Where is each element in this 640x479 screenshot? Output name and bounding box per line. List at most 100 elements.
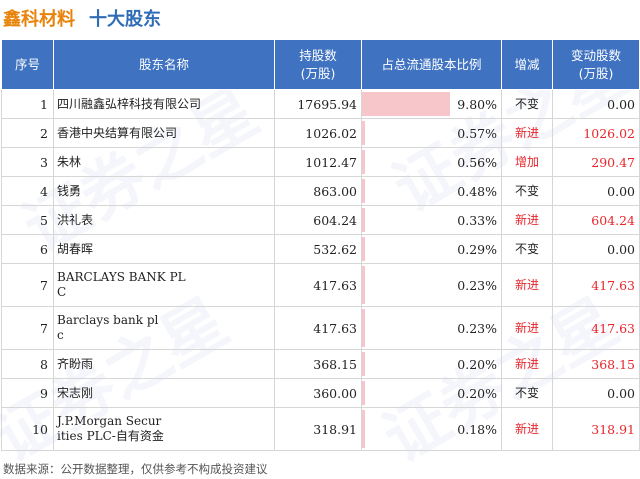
cell-seq: 3 (1, 147, 54, 177)
col-header-change: 增减 (501, 39, 553, 90)
ratio-value: 0.23% (457, 277, 497, 293)
cell-change: 新进 (501, 349, 553, 379)
cell-holder-name: 齐盼雨 (53, 349, 275, 379)
cell-shares: 360.00 (274, 378, 362, 408)
ratio-value: 0.57% (457, 125, 497, 141)
cell-seq: 10 (1, 407, 54, 451)
cell-seq: 9 (1, 378, 54, 408)
cell-ratio: 0.18% (361, 407, 502, 451)
ratio-bar (362, 237, 365, 261)
cell-shares: 604.24 (274, 205, 362, 235)
cell-holder-name: 洪礼表 (53, 205, 275, 235)
table-row: 2 香港中央结算有限公司 1026.02 0.57% 新进 1026.02 (1, 118, 640, 148)
cell-ratio: 0.33% (361, 205, 502, 235)
cell-change: 新进 (501, 205, 553, 235)
cell-holder-name: BARCLAYS BANK PL C (53, 263, 275, 307)
ratio-bar (362, 352, 365, 376)
section-title: 十大股东 (89, 9, 161, 30)
cell-change: 新进 (501, 407, 553, 451)
ratio-value: 9.80% (457, 96, 497, 112)
cell-delta: 0.00 (552, 89, 640, 119)
ratio-value: 0.33% (457, 212, 497, 228)
cell-change: 新进 (501, 118, 553, 148)
cell-ratio: 0.57% (361, 118, 502, 148)
ratio-value: 0.48% (457, 183, 497, 199)
cell-ratio: 0.23% (361, 263, 502, 307)
cell-seq: 6 (1, 234, 54, 264)
cell-ratio: 0.20% (361, 349, 502, 379)
cell-holder-name: 钱勇 (53, 176, 275, 206)
cell-delta: 368.15 (552, 349, 640, 379)
table-header-row: 序号 股东名称 持股数 (万股) 占总流通股本比例 增减 变动股数 (万股) (1, 39, 640, 90)
cell-shares: 532.62 (274, 234, 362, 264)
cell-shares: 17695.94 (274, 89, 362, 119)
cell-delta: 417.63 (552, 306, 640, 350)
table-row: 1 四川融鑫弘梓科技有限公司 17695.94 9.80% 不变 0.00 (1, 89, 640, 119)
cell-seq: 8 (1, 349, 54, 379)
cell-delta: 0.00 (552, 234, 640, 264)
ratio-bar (362, 150, 365, 174)
shareholder-table: 序号 股东名称 持股数 (万股) 占总流通股本比例 增减 变动股数 (万股) 1 四川… (1, 39, 640, 451)
ratio-bar (362, 208, 365, 232)
cell-shares: 863.00 (274, 176, 362, 206)
table-row: 7 BARCLAYS BANK PL C 417.63 0.23% 新进 417.63 (1, 263, 640, 307)
ratio-value: 0.56% (457, 154, 497, 170)
cell-change: 增加 (501, 147, 553, 177)
table-row: 3 朱林 1012.47 0.56% 增加 290.47 (1, 147, 640, 177)
data-source-note: 数据来源：公开数据整理，仅供参考不构成投资建议 (3, 462, 268, 476)
cell-ratio: 0.48% (361, 176, 502, 206)
cell-seq: 7 (1, 306, 54, 350)
cell-delta: 604.24 (552, 205, 640, 235)
cell-seq: 2 (1, 118, 54, 148)
ratio-value: 0.18% (457, 421, 497, 437)
cell-ratio: 0.20% (361, 378, 502, 408)
cell-change: 新进 (501, 306, 553, 350)
cell-shares: 368.15 (274, 349, 362, 379)
col-header-delta: 变动股数 (万股) (552, 39, 640, 90)
table-row: 9 宋志刚 360.00 0.20% 不变 0.00 (1, 378, 640, 408)
cell-holder-name: Barclays bank pl c (53, 306, 275, 350)
ratio-bar (362, 121, 365, 145)
cell-change: 不变 (501, 378, 553, 408)
cell-ratio: 0.23% (361, 306, 502, 350)
cell-delta: 0.00 (552, 378, 640, 408)
ratio-value: 0.20% (457, 356, 497, 372)
cell-seq: 5 (1, 205, 54, 235)
cell-holder-name: 香港中央结算有限公司 (53, 118, 275, 148)
cell-change: 不变 (501, 176, 553, 206)
cell-delta: 290.47 (552, 147, 640, 177)
ratio-value: 0.29% (457, 241, 497, 257)
cell-delta: 417.63 (552, 263, 640, 307)
cell-shares: 1012.47 (274, 147, 362, 177)
cell-delta: 318.91 (552, 407, 640, 451)
cell-shares: 417.63 (274, 306, 362, 350)
cell-change: 新进 (501, 263, 553, 307)
cell-ratio: 0.29% (361, 234, 502, 264)
cell-holder-name: 四川融鑫弘梓科技有限公司 (53, 89, 275, 119)
cell-seq: 7 (1, 263, 54, 307)
ratio-bar (362, 381, 365, 405)
ratio-value: 0.20% (457, 385, 497, 401)
table-row: 10 J.P.Morgan Secur ities PLC-自有资金 318.91 0.… (1, 407, 640, 451)
cell-shares: 1026.02 (274, 118, 362, 148)
table-row: 5 洪礼表 604.24 0.33% 新进 604.24 (1, 205, 640, 235)
cell-seq: 4 (1, 176, 54, 206)
cell-delta: 0.00 (552, 176, 640, 206)
cell-holder-name: 朱林 (53, 147, 275, 177)
cell-shares: 417.63 (274, 263, 362, 307)
table-body: 1 四川融鑫弘梓科技有限公司 17695.94 9.80% 不变 0.00 2 香港中央结算有… (1, 89, 640, 451)
col-header-shares: 持股数 (万股) (274, 39, 362, 90)
cell-holder-name: J.P.Morgan Secur ities PLC-自有资金 (53, 407, 275, 451)
table-row: 8 齐盼雨 368.15 0.20% 新进 368.15 (1, 349, 640, 379)
cell-shares: 318.91 (274, 407, 362, 451)
col-header-name: 股东名称 (53, 39, 275, 90)
col-header-seq: 序号 (1, 39, 54, 90)
cell-holder-name: 宋志刚 (53, 378, 275, 408)
ratio-bar (362, 309, 365, 347)
cell-delta: 1026.02 (552, 118, 640, 148)
title-bar: 鑫科材料 十大股东 (0, 0, 640, 36)
table-row: 4 钱勇 863.00 0.48% 不变 0.00 (1, 176, 640, 206)
ratio-bar (362, 179, 365, 203)
cell-ratio: 9.80% (361, 89, 502, 119)
cell-seq: 1 (1, 89, 54, 119)
